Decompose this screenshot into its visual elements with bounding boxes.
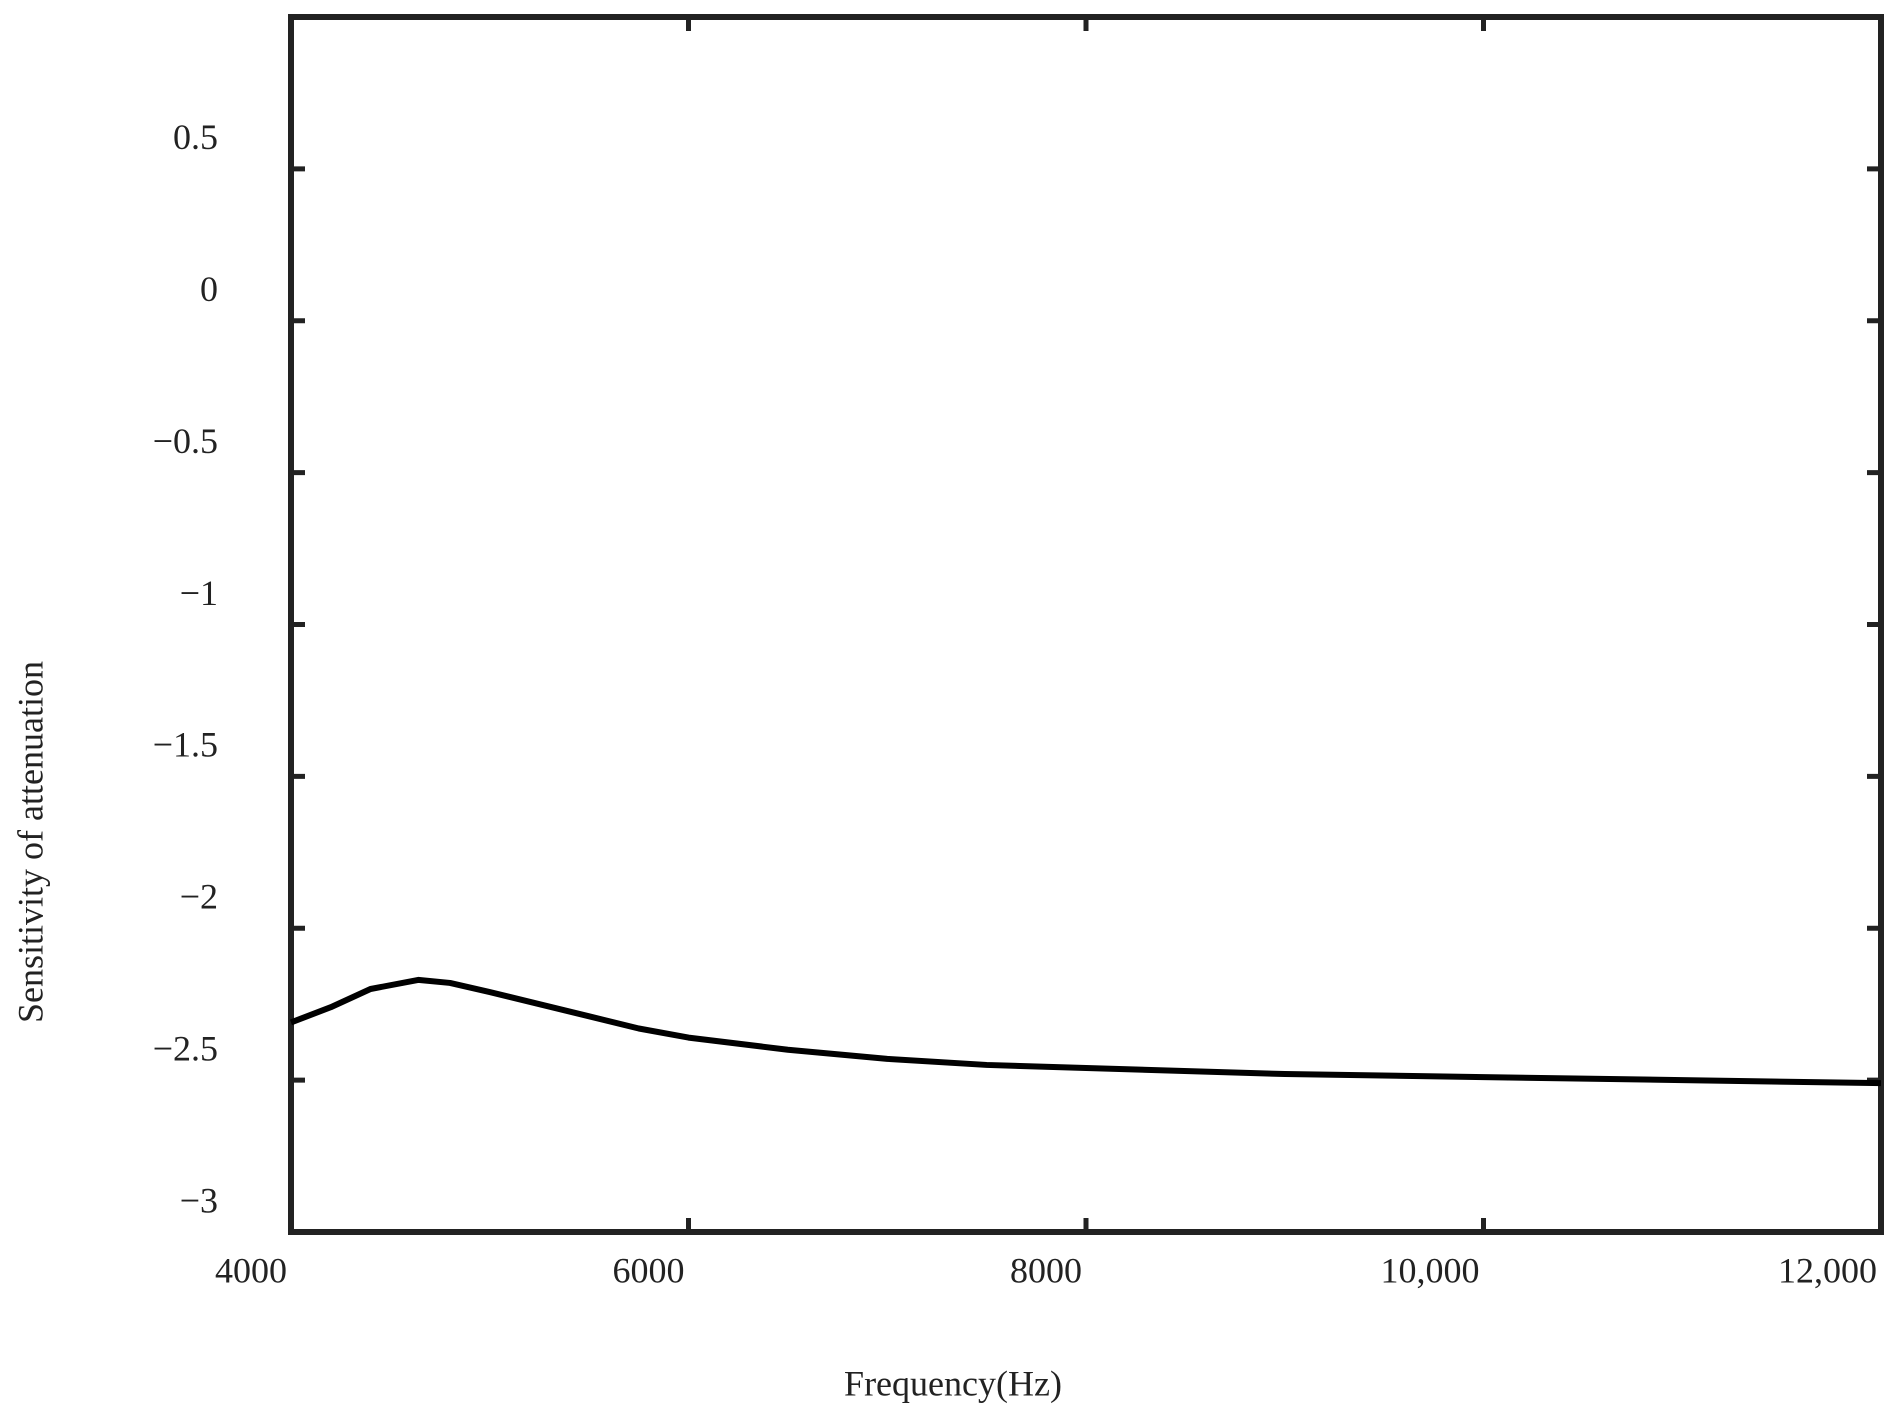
- y-tick-label: 0.5: [173, 117, 218, 157]
- x-tick-label: 10,000: [1381, 1250, 1480, 1290]
- y-tick-label: −3: [180, 1180, 218, 1220]
- data-line: [289, 976, 1882, 1087]
- x-tick-label: 12,000: [1778, 1250, 1877, 1290]
- plot-frame: [288, 14, 1884, 1235]
- x-tick-label: 8000: [1010, 1250, 1082, 1290]
- x-axis-title: Frequency(Hz): [844, 1363, 1062, 1403]
- y-tick-label: −1.5: [153, 725, 218, 765]
- y-tick-label: −0.5: [153, 421, 218, 461]
- x-tick-label: 4000: [215, 1250, 287, 1290]
- y-tick-label: −2.5: [153, 1028, 218, 1068]
- y-tick-label: −2: [180, 877, 218, 917]
- y-tick-label: −1: [180, 573, 218, 613]
- x-tick-label: 6000: [613, 1250, 685, 1290]
- y-axis-title: Sensitivity of attenuation: [10, 661, 50, 1023]
- y-tick-label: 0: [200, 269, 218, 309]
